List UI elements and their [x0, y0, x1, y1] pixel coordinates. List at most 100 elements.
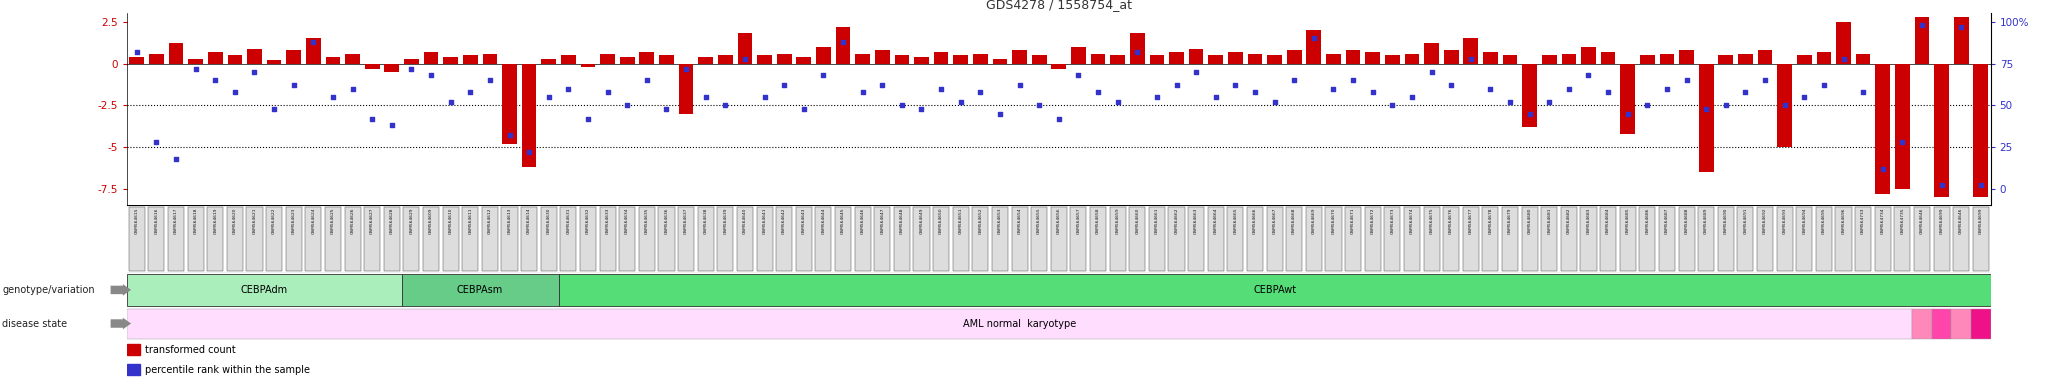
- Bar: [1855, 53, 1870, 63]
- Point: [1946, 24, 1978, 30]
- FancyBboxPatch shape: [305, 207, 322, 271]
- Bar: [1286, 50, 1303, 63]
- Point: [1180, 69, 1212, 75]
- FancyBboxPatch shape: [1051, 207, 1067, 271]
- Text: GSM564688: GSM564688: [1686, 207, 1690, 234]
- Point: [1278, 77, 1311, 83]
- FancyBboxPatch shape: [1307, 207, 1321, 271]
- Bar: [188, 58, 203, 63]
- Bar: [815, 47, 831, 63]
- Point: [532, 94, 565, 100]
- Text: GSM564649: GSM564649: [920, 207, 924, 234]
- Bar: [973, 53, 987, 63]
- FancyBboxPatch shape: [285, 207, 301, 271]
- FancyBboxPatch shape: [1325, 207, 1341, 271]
- FancyBboxPatch shape: [717, 207, 733, 271]
- FancyBboxPatch shape: [1835, 207, 1851, 271]
- Point: [139, 139, 172, 145]
- Point: [356, 116, 389, 122]
- FancyBboxPatch shape: [1796, 207, 1812, 271]
- Point: [1612, 111, 1645, 117]
- Bar: [1679, 50, 1694, 63]
- Point: [395, 65, 428, 71]
- FancyBboxPatch shape: [1542, 207, 1556, 271]
- FancyBboxPatch shape: [1444, 207, 1460, 271]
- Text: GSM564691: GSM564691: [1743, 207, 1747, 234]
- Text: GSM564640: GSM564640: [743, 207, 748, 234]
- Bar: [1169, 52, 1184, 63]
- Point: [553, 86, 586, 92]
- Point: [1219, 82, 1251, 88]
- Bar: [934, 52, 948, 63]
- Text: GSM564623: GSM564623: [291, 207, 295, 234]
- Point: [1395, 94, 1427, 100]
- Text: GSM564672: GSM564672: [1370, 207, 1374, 234]
- Point: [180, 65, 213, 71]
- Point: [414, 72, 446, 78]
- Text: percentile rank within the sample: percentile rank within the sample: [145, 365, 309, 375]
- FancyBboxPatch shape: [1483, 207, 1499, 271]
- Point: [336, 86, 369, 92]
- Point: [1454, 55, 1487, 61]
- Point: [610, 102, 643, 108]
- Bar: [1522, 63, 1536, 127]
- Bar: [1894, 63, 1909, 189]
- Text: GSM564642: GSM564642: [782, 207, 786, 234]
- FancyBboxPatch shape: [129, 207, 145, 271]
- FancyBboxPatch shape: [1403, 207, 1419, 271]
- FancyBboxPatch shape: [1346, 207, 1362, 271]
- FancyBboxPatch shape: [973, 207, 989, 271]
- Bar: [522, 63, 537, 167]
- Text: CEBPAdm: CEBPAdm: [242, 285, 289, 295]
- Text: GSM564681: GSM564681: [1546, 207, 1550, 234]
- Point: [670, 65, 702, 71]
- Text: transformed count: transformed count: [145, 345, 236, 355]
- Bar: [326, 57, 340, 63]
- Point: [983, 111, 1016, 117]
- Bar: [1051, 63, 1067, 68]
- Point: [1063, 72, 1096, 78]
- FancyBboxPatch shape: [1638, 207, 1655, 271]
- Point: [1415, 69, 1448, 75]
- Text: GSM564671: GSM564671: [1352, 207, 1356, 234]
- Bar: [248, 48, 262, 63]
- Bar: [1640, 55, 1655, 63]
- Text: AML normal  karyotype: AML normal karyotype: [963, 318, 1075, 329]
- FancyBboxPatch shape: [893, 207, 909, 271]
- Text: GSM564648: GSM564648: [899, 207, 903, 234]
- Bar: [993, 58, 1008, 63]
- Text: GSM564676: GSM564676: [1450, 207, 1454, 234]
- Point: [1767, 102, 1800, 108]
- FancyBboxPatch shape: [227, 207, 244, 271]
- Text: GSM564624: GSM564624: [311, 207, 315, 234]
- FancyBboxPatch shape: [1090, 207, 1106, 271]
- Point: [786, 106, 819, 112]
- Text: GSM564696: GSM564696: [1841, 207, 1845, 234]
- Text: GSM564625: GSM564625: [332, 207, 336, 234]
- Text: GSM564666: GSM564666: [1253, 207, 1257, 234]
- Bar: [559, 274, 1991, 306]
- Text: GSM564682: GSM564682: [1567, 207, 1571, 234]
- Bar: [874, 50, 889, 63]
- Text: GSM564689: GSM564689: [1704, 207, 1708, 234]
- FancyBboxPatch shape: [1561, 207, 1577, 271]
- Point: [258, 106, 291, 112]
- Text: GSM564675: GSM564675: [1430, 207, 1434, 234]
- FancyBboxPatch shape: [502, 207, 518, 271]
- Point: [748, 94, 780, 100]
- Text: GSM564673: GSM564673: [1391, 207, 1395, 234]
- Bar: [127, 344, 139, 355]
- Bar: [639, 52, 653, 63]
- Text: GSM564661: GSM564661: [1155, 207, 1159, 234]
- Bar: [737, 33, 752, 63]
- Point: [455, 89, 487, 95]
- Bar: [582, 63, 596, 67]
- Text: disease state: disease state: [2, 318, 68, 329]
- FancyBboxPatch shape: [737, 207, 754, 271]
- Bar: [1012, 50, 1026, 63]
- Text: GSM564634: GSM564634: [625, 207, 629, 234]
- FancyBboxPatch shape: [520, 207, 537, 271]
- FancyBboxPatch shape: [1757, 207, 1774, 271]
- FancyBboxPatch shape: [698, 207, 715, 271]
- FancyBboxPatch shape: [815, 207, 831, 271]
